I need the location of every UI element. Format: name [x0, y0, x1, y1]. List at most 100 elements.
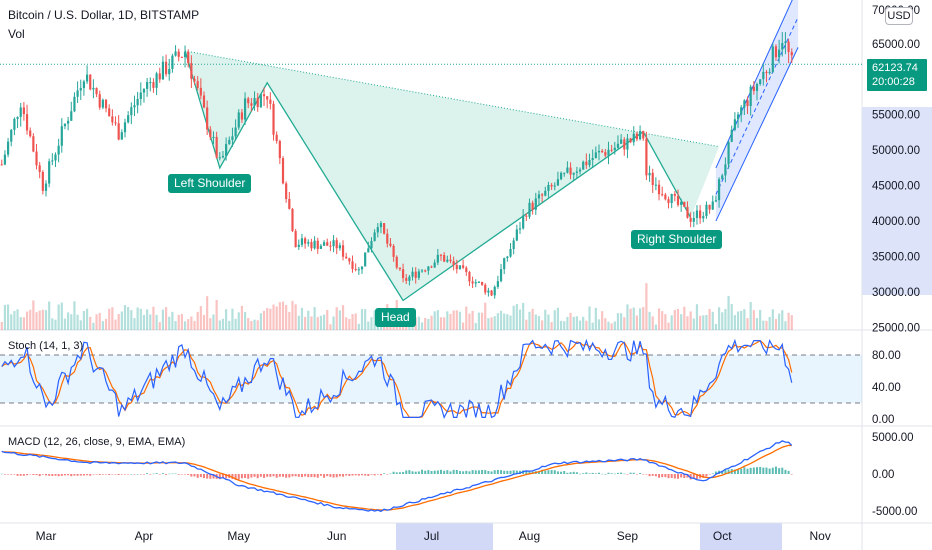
- volume-bar: [509, 315, 512, 330]
- macd-histogram-bar: [174, 473, 177, 475]
- volume-bar: [82, 311, 86, 330]
- candle: [635, 131, 639, 142]
- macd-histogram-bar: [503, 470, 506, 474]
- candle: [683, 201, 686, 208]
- volume-bar: [221, 318, 225, 330]
- macd-histogram-bar: [101, 474, 104, 475]
- macd-histogram-bar: [13, 474, 16, 475]
- macd-histogram-bar: [158, 474, 161, 475]
- candle: [534, 192, 537, 215]
- candle: [661, 186, 664, 197]
- macd-histogram-bar: [695, 474, 698, 479]
- head-label[interactable]: Head: [375, 308, 416, 327]
- candle: [389, 237, 392, 248]
- macd-histogram-bar: [436, 470, 439, 474]
- volume-bar: [225, 309, 228, 330]
- currency-button[interactable]: USD: [885, 7, 913, 25]
- candle: [664, 192, 667, 201]
- candle: [379, 220, 383, 234]
- volume-bar: [522, 302, 525, 330]
- macd-histogram-bar: [335, 474, 338, 478]
- macd-histogram-bar: [414, 471, 417, 474]
- macd-histogram-bar: [680, 474, 683, 478]
- stoch-legend[interactable]: Stoch (14, 1, 3): [8, 340, 84, 352]
- volume-bar: [727, 295, 730, 330]
- price-tick-label: 35000.00: [872, 252, 920, 264]
- head-and-shoulders-pattern[interactable]: [184, 50, 720, 302]
- volume-bar: [604, 318, 607, 330]
- candle: [506, 255, 509, 262]
- left-shoulder-label[interactable]: Left Shoulder: [168, 174, 252, 193]
- candle: [695, 205, 699, 225]
- candle: [89, 74, 92, 91]
- time-tick-label: Sep: [617, 529, 639, 543]
- volume-bar: [433, 311, 436, 330]
- volume-bar: [79, 320, 82, 330]
- macd-histogram-bar: [26, 474, 29, 476]
- volume-bar: [787, 312, 790, 330]
- volume-bar: [424, 317, 427, 330]
- candle: [63, 123, 67, 130]
- candle: [22, 102, 25, 121]
- candle: [465, 266, 468, 276]
- candle: [281, 156, 285, 185]
- candle: [348, 257, 351, 265]
- volume-bar: [575, 316, 578, 330]
- macd-histogram-bar: [768, 468, 771, 474]
- candle: [430, 265, 433, 268]
- volume-bar: [680, 314, 683, 330]
- volume-bar: [117, 313, 120, 330]
- candle: [749, 84, 752, 116]
- ascending-channel[interactable]: [715, 0, 799, 222]
- candle: [114, 116, 117, 126]
- volume-bar: [187, 319, 190, 330]
- macd-histogram-bar: [342, 474, 345, 477]
- macd-histogram-bar: [689, 474, 692, 480]
- right-shoulder-label[interactable]: Right Shoulder: [631, 230, 723, 249]
- macd-histogram-bar: [237, 474, 240, 480]
- macd-histogram-bar: [351, 474, 354, 476]
- candle: [563, 172, 566, 177]
- volume-bar: [746, 318, 749, 330]
- volume-bar: [266, 308, 269, 330]
- volume-bar: [108, 308, 111, 330]
- candle: [291, 207, 294, 233]
- macd-histogram-bar: [582, 473, 585, 474]
- volume-legend-label[interactable]: Vol: [8, 27, 25, 41]
- macd-histogram-bar: [787, 470, 790, 474]
- candle: [199, 78, 202, 100]
- candle: [190, 55, 193, 89]
- symbol-title[interactable]: Bitcoin / U.S. Dollar, 1D, BITSTAMP: [8, 8, 200, 22]
- bar-countdown: 20:00:28: [872, 76, 915, 88]
- volume-bar: [771, 309, 774, 330]
- macd-histogram-bar: [234, 474, 237, 481]
- volume-bar: [556, 307, 560, 330]
- macd-histogram-bar: [29, 474, 32, 475]
- candle: [499, 264, 503, 283]
- volume-bar: [474, 323, 477, 330]
- candle: [35, 143, 38, 170]
- macd-legend[interactable]: MACD (12, 26, close, 9, EMA, EMA): [8, 436, 186, 448]
- macd-histogram-bar: [332, 474, 335, 478]
- macd-histogram-bar: [54, 474, 57, 476]
- volume-bar: [243, 311, 247, 330]
- time-tick-label: Oct: [713, 529, 732, 543]
- macd-histogram-bar: [130, 473, 133, 475]
- candle: [553, 182, 556, 191]
- volume-bar: [667, 322, 670, 330]
- volume-bar: [711, 311, 714, 330]
- candle: [70, 101, 73, 121]
- macd-histogram-bar: [45, 474, 47, 476]
- volume-bar: [477, 312, 481, 330]
- macd-histogram-bar: [610, 473, 613, 474]
- volume-bar: [73, 301, 76, 330]
- candle: [458, 265, 462, 270]
- volume-bar: [601, 311, 604, 330]
- candle: [714, 195, 718, 203]
- candle: [79, 79, 82, 100]
- volume-bar: [281, 301, 285, 330]
- candle: [790, 48, 793, 64]
- macd-histogram-bar: [692, 474, 695, 479]
- candle: [345, 252, 348, 259]
